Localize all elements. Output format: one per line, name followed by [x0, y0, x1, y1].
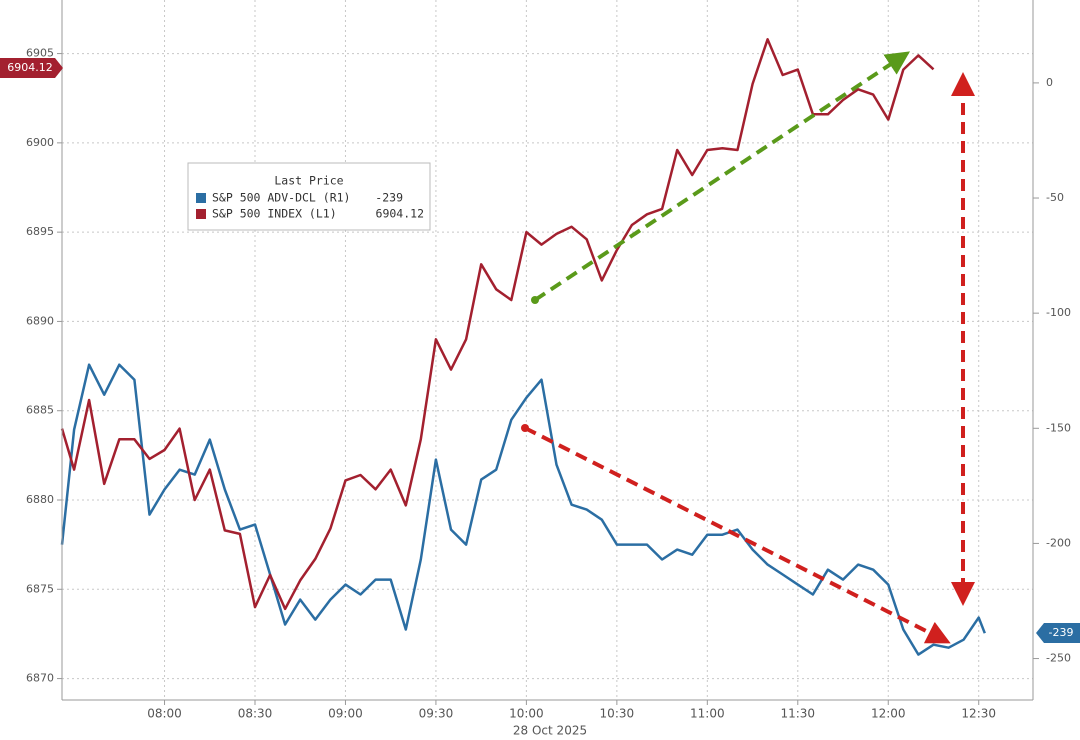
- last-tag-label: 6904.12: [7, 61, 53, 74]
- last-tag-label: -239: [1049, 626, 1074, 639]
- legend-swatch: [196, 193, 206, 203]
- x-tick-label: 11:00: [690, 707, 725, 721]
- legend-title: Last Price: [274, 174, 343, 188]
- x-axis-label: 28 Oct 2025: [513, 724, 587, 738]
- y-tick-label: 6895: [26, 225, 54, 238]
- arrow-start: [521, 424, 529, 432]
- y2-tick-label: -50: [1046, 191, 1064, 204]
- y-tick-label: 6880: [26, 493, 54, 506]
- x-tick-label: 09:00: [328, 707, 363, 721]
- legend-label: S&P 500 ADV-DCL (R1): [212, 191, 350, 205]
- y2-tick-label: -100: [1046, 306, 1071, 319]
- last-tag: [1036, 623, 1080, 643]
- legend-value: 6904.12: [376, 207, 424, 221]
- legend-label: S&P 500 INDEX (L1): [212, 207, 337, 221]
- legend: Last Price S&P 500 ADV-DCL (R1) -239 S&P…: [187, 162, 431, 231]
- y2-tick-label: -150: [1046, 421, 1071, 434]
- y-tick-label: 6900: [26, 136, 54, 149]
- x-tick-label: 12:00: [871, 707, 906, 721]
- trend-arrow-up: [533, 51, 911, 302]
- plot: [60, 38, 986, 656]
- arrow-start: [531, 296, 539, 304]
- x-tick-label: 10:30: [600, 707, 635, 721]
- x-tick-label: 08:30: [238, 707, 273, 721]
- last-tag: [0, 58, 63, 78]
- series-line: [60, 363, 986, 656]
- y2-tick-label: 0: [1046, 76, 1053, 89]
- x-tick-label: 08:00: [147, 707, 182, 721]
- trend-arrow-down: [524, 426, 951, 644]
- series-line: [60, 38, 935, 611]
- y-tick-label: 6905: [26, 47, 54, 60]
- legend-swatch: [196, 209, 206, 219]
- x-tick-label: 12:30: [961, 707, 996, 721]
- y2-tick-label: -250: [1046, 652, 1071, 665]
- legend-box: [187, 162, 431, 231]
- x-tick-label: 10:00: [509, 707, 544, 721]
- y-tick-label: 6890: [26, 314, 54, 327]
- y-tick-label: 6885: [26, 404, 54, 417]
- y-tick-label: 6870: [26, 672, 54, 685]
- legend-value: -239: [375, 191, 403, 205]
- y2-tick-label: -200: [1046, 536, 1071, 549]
- grid: [62, 0, 1033, 700]
- x-tick-label: 11:30: [780, 707, 815, 721]
- y-tick-label: 6875: [26, 582, 54, 595]
- x-tick-label: 09:30: [419, 707, 454, 721]
